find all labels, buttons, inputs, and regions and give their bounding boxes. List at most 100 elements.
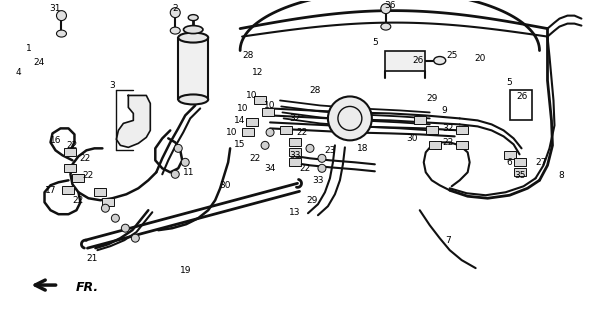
Circle shape — [56, 11, 66, 20]
Text: 11: 11 — [182, 168, 194, 177]
Text: 36: 36 — [384, 1, 395, 10]
Text: 30: 30 — [219, 181, 231, 190]
Ellipse shape — [434, 57, 446, 65]
Circle shape — [174, 144, 182, 152]
Circle shape — [261, 141, 269, 149]
Circle shape — [171, 170, 179, 178]
Text: 22: 22 — [80, 154, 91, 163]
Circle shape — [318, 164, 326, 172]
Bar — [65, 148, 77, 156]
Bar — [504, 151, 515, 159]
Ellipse shape — [178, 94, 208, 104]
Text: 10: 10 — [227, 128, 238, 137]
Bar — [102, 198, 114, 206]
Text: 29: 29 — [306, 196, 318, 205]
Bar — [65, 164, 77, 172]
Text: 13: 13 — [289, 208, 301, 217]
Text: 30: 30 — [406, 134, 417, 143]
Bar — [456, 141, 468, 149]
Bar — [254, 96, 266, 104]
Text: 26: 26 — [516, 92, 527, 101]
Text: 22: 22 — [249, 154, 261, 163]
Bar — [385, 51, 425, 70]
Text: 19: 19 — [179, 266, 191, 275]
Text: 18: 18 — [357, 144, 368, 153]
Bar — [280, 126, 292, 134]
Circle shape — [266, 128, 274, 136]
Ellipse shape — [381, 23, 391, 30]
Circle shape — [318, 154, 326, 162]
Text: 9: 9 — [442, 106, 447, 115]
Bar — [289, 148, 301, 156]
Text: 4: 4 — [16, 68, 22, 77]
Text: 10: 10 — [264, 101, 276, 110]
Bar — [426, 126, 438, 134]
Text: 16: 16 — [50, 136, 61, 145]
Text: 1: 1 — [26, 44, 32, 53]
Circle shape — [111, 214, 120, 222]
Text: 22: 22 — [442, 138, 453, 147]
Circle shape — [381, 4, 391, 14]
Text: 25: 25 — [446, 51, 457, 60]
Circle shape — [328, 96, 372, 140]
Bar — [262, 108, 274, 116]
Polygon shape — [117, 95, 150, 147]
Bar — [72, 174, 84, 182]
Text: 8: 8 — [559, 171, 565, 180]
Text: 12: 12 — [252, 68, 264, 77]
Ellipse shape — [188, 15, 198, 20]
Circle shape — [132, 234, 139, 242]
Text: 31: 31 — [50, 4, 61, 13]
Text: 28: 28 — [242, 51, 254, 60]
Text: 22: 22 — [83, 171, 94, 180]
Text: 6: 6 — [507, 158, 512, 167]
Bar — [289, 158, 301, 166]
Ellipse shape — [170, 27, 180, 34]
Text: 22: 22 — [73, 196, 84, 205]
Text: 10: 10 — [246, 91, 258, 100]
Text: 21: 21 — [87, 254, 98, 263]
Circle shape — [121, 224, 129, 232]
Bar — [429, 141, 441, 149]
Text: 10: 10 — [237, 104, 249, 113]
Text: 33: 33 — [312, 176, 324, 185]
Text: 5: 5 — [507, 78, 512, 87]
Text: 27: 27 — [536, 158, 547, 167]
Bar — [178, 37, 208, 100]
Text: 28: 28 — [309, 86, 321, 95]
Text: 5: 5 — [372, 38, 378, 47]
Text: 34: 34 — [264, 164, 276, 173]
Text: 17: 17 — [45, 186, 56, 195]
Bar — [246, 118, 258, 126]
Bar — [414, 116, 426, 124]
Text: 15: 15 — [234, 140, 246, 149]
Text: 14: 14 — [234, 116, 246, 125]
Circle shape — [102, 204, 109, 212]
Text: 29: 29 — [426, 94, 437, 103]
Bar — [509, 91, 532, 120]
Bar — [242, 128, 254, 136]
Text: 22: 22 — [297, 128, 307, 137]
Text: 33: 33 — [289, 151, 301, 160]
Text: 22: 22 — [67, 141, 78, 150]
Bar — [289, 138, 301, 146]
Text: 22: 22 — [300, 164, 310, 173]
Text: 7: 7 — [445, 236, 450, 245]
Bar — [62, 186, 75, 194]
Bar — [94, 188, 106, 196]
Bar — [514, 158, 526, 166]
Text: 24: 24 — [33, 58, 44, 67]
Circle shape — [170, 8, 180, 18]
Text: 3: 3 — [109, 81, 115, 90]
Bar — [514, 168, 526, 176]
Ellipse shape — [184, 26, 203, 34]
Circle shape — [306, 144, 314, 152]
Text: FR.: FR. — [75, 281, 99, 293]
Text: 20: 20 — [474, 54, 486, 63]
Ellipse shape — [56, 30, 66, 37]
Text: 26: 26 — [412, 56, 423, 65]
Text: 2: 2 — [172, 4, 178, 13]
Text: 32: 32 — [289, 114, 301, 123]
Ellipse shape — [178, 33, 208, 43]
Text: 35: 35 — [514, 171, 525, 180]
